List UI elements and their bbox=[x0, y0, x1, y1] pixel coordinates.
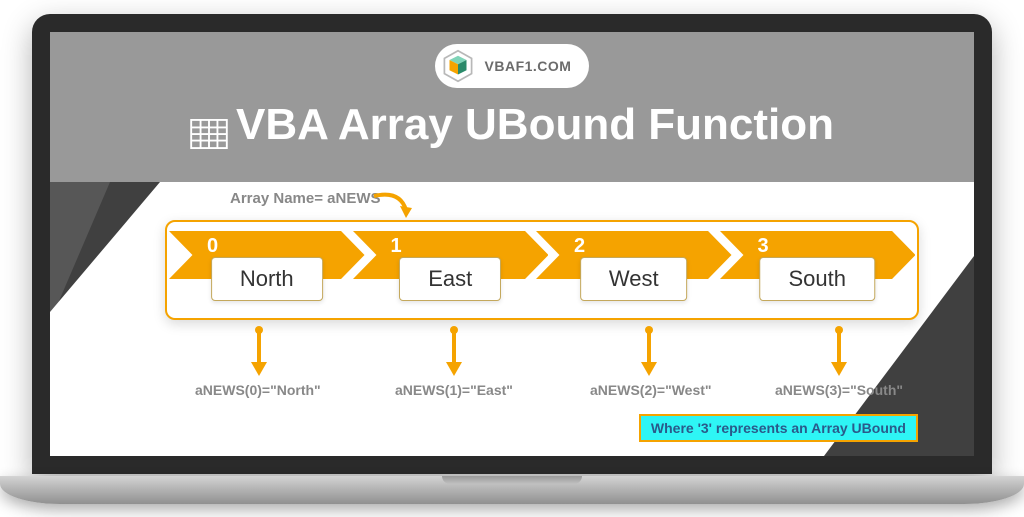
array-item-3: 3 South bbox=[726, 231, 910, 309]
code-label: aNEWS(0)="North" bbox=[195, 382, 321, 398]
curved-arrow-icon bbox=[370, 188, 420, 224]
value-box: North bbox=[211, 257, 323, 301]
array-item-2: 2 West bbox=[542, 231, 726, 309]
array-name-label: Array Name= aNEWS bbox=[230, 190, 380, 207]
value-box: South bbox=[760, 257, 876, 301]
cube-logo-icon bbox=[441, 49, 475, 83]
index-label: 3 bbox=[758, 235, 769, 258]
laptop-bezel: VBAF1.COM VBA Array bbox=[32, 14, 992, 474]
index-label: 1 bbox=[391, 235, 402, 258]
table-grid-icon bbox=[190, 110, 228, 140]
title-text: VBA Array UBound Function bbox=[236, 100, 834, 150]
diagram-area: Array Name= aNEWS 0 North bbox=[50, 182, 974, 456]
code-label: aNEWS(2)="West" bbox=[590, 382, 712, 398]
index-label: 0 bbox=[207, 235, 218, 258]
ubound-note: Where '3' represents an Array UBound bbox=[639, 414, 918, 442]
laptop-base bbox=[0, 476, 1024, 504]
value-box: West bbox=[580, 257, 688, 301]
site-label: VBAF1.COM bbox=[485, 58, 572, 74]
array-item-0: 0 North bbox=[175, 231, 359, 309]
page-title: VBA Array UBound Function bbox=[50, 100, 974, 150]
header-banner: VBAF1.COM VBA Array bbox=[50, 32, 974, 182]
array-container: 0 North 1 East 2 bbox=[165, 220, 919, 320]
value-box: East bbox=[399, 257, 501, 301]
decorative-triangle-left bbox=[50, 182, 160, 312]
index-label: 2 bbox=[574, 235, 585, 258]
down-arrow-icon bbox=[250, 326, 268, 376]
laptop-mockup: VBAF1.COM VBA Array bbox=[32, 14, 992, 504]
down-arrow-icon bbox=[830, 326, 848, 376]
screen: VBAF1.COM VBA Array bbox=[50, 32, 974, 456]
down-arrow-icon bbox=[640, 326, 658, 376]
code-label: aNEWS(1)="East" bbox=[395, 382, 513, 398]
code-label: aNEWS(3)="South" bbox=[775, 382, 903, 398]
site-logo-pill: VBAF1.COM bbox=[435, 44, 590, 88]
down-arrow-icon bbox=[445, 326, 463, 376]
array-item-1: 1 East bbox=[359, 231, 543, 309]
